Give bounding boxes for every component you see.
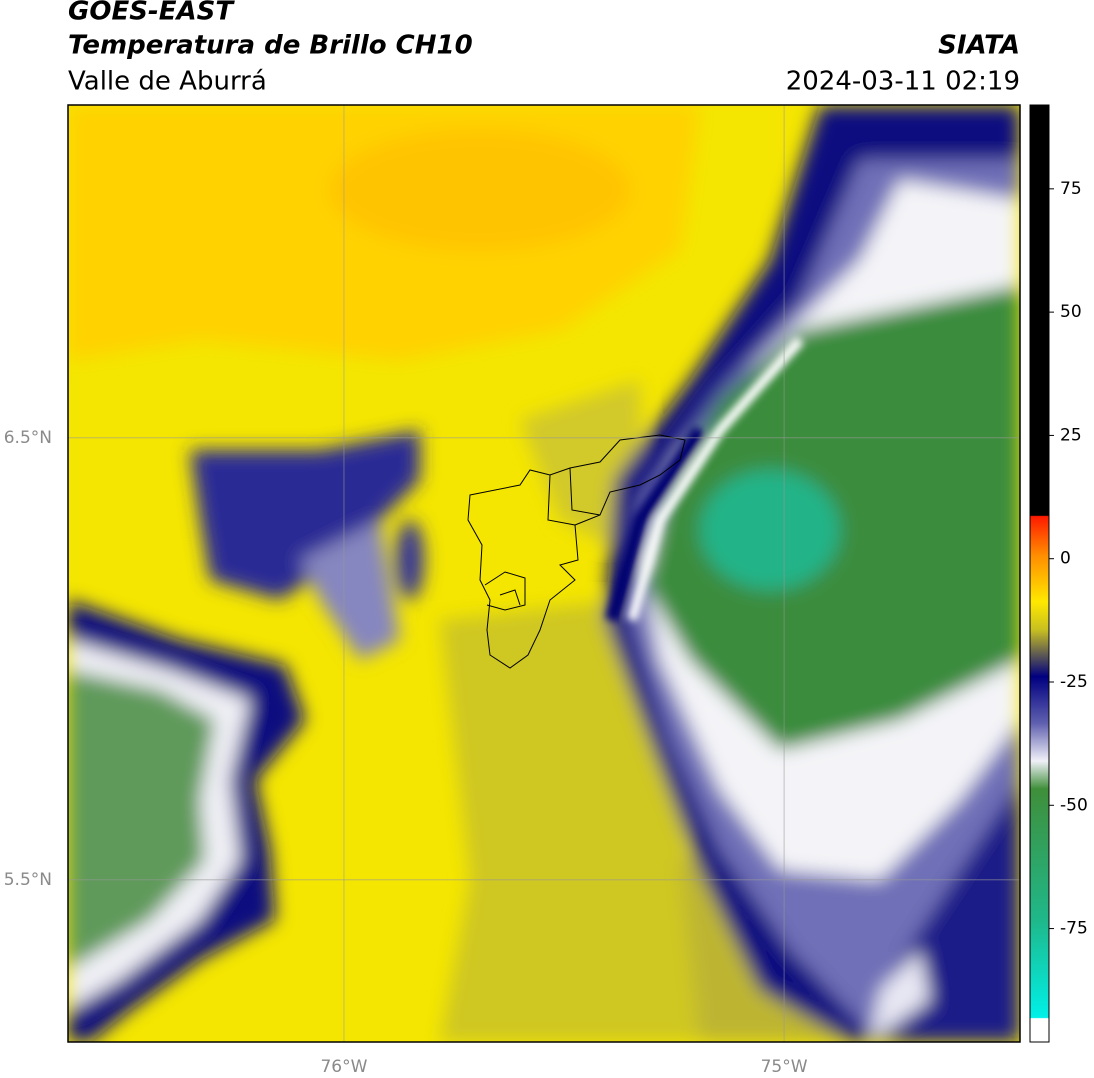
- boundaries: [467, 434, 686, 669]
- colorbar-tick-label: 25: [1060, 425, 1082, 445]
- lon-label: 76°W: [320, 1057, 367, 1077]
- lat-label: 6.5°N: [4, 428, 52, 448]
- subtitle: Temperatura de Brillo CH10: [68, 31, 473, 61]
- map-frame: [67, 104, 1021, 1043]
- colorbar-tick-label: -25: [1060, 672, 1088, 692]
- lat-label: 5.5°N: [4, 870, 52, 890]
- satellite-image: [68, 105, 1020, 1042]
- datetime: 2024-03-11 02:19: [786, 67, 1020, 97]
- graticule: [68, 105, 1020, 1042]
- colorbar-tick-label: -50: [1060, 795, 1088, 815]
- lon-label: 75°W: [761, 1057, 808, 1077]
- colorbar: [1029, 104, 1050, 1043]
- colorbar-tick-label: 50: [1060, 302, 1082, 322]
- colorbar-tick-label: 0: [1060, 549, 1071, 569]
- title: GOES-EAST: [68, 0, 235, 27]
- region: Valle de Aburrá: [68, 67, 267, 97]
- colorbar-tick-label: -75: [1060, 919, 1088, 939]
- colorbar-tick-label: 75: [1060, 179, 1082, 199]
- source: SIATA: [938, 31, 1020, 61]
